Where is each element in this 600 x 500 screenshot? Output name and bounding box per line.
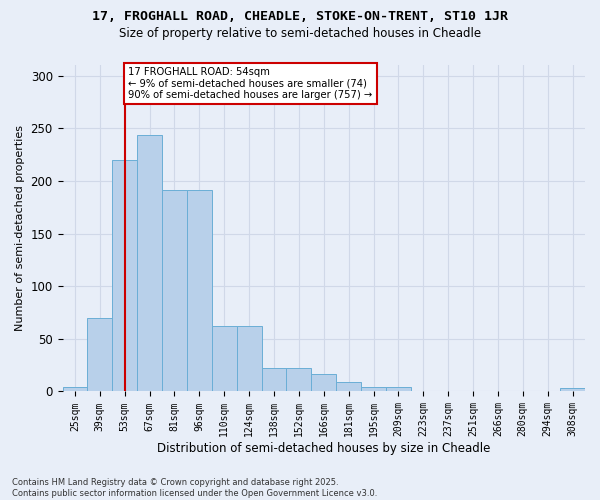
Bar — [187, 190, 212, 392]
Bar — [88, 318, 112, 392]
Bar — [162, 190, 187, 392]
Bar — [560, 388, 585, 392]
Bar — [336, 382, 361, 392]
Bar — [262, 368, 286, 392]
Text: Contains HM Land Registry data © Crown copyright and database right 2025.
Contai: Contains HM Land Registry data © Crown c… — [12, 478, 377, 498]
Y-axis label: Number of semi-detached properties: Number of semi-detached properties — [15, 125, 25, 331]
Text: 17, FROGHALL ROAD, CHEADLE, STOKE-ON-TRENT, ST10 1JR: 17, FROGHALL ROAD, CHEADLE, STOKE-ON-TRE… — [92, 10, 508, 23]
Bar — [286, 368, 311, 392]
Bar — [112, 160, 137, 392]
Bar — [386, 388, 411, 392]
Text: Size of property relative to semi-detached houses in Cheadle: Size of property relative to semi-detach… — [119, 28, 481, 40]
X-axis label: Distribution of semi-detached houses by size in Cheadle: Distribution of semi-detached houses by … — [157, 442, 490, 455]
Bar — [236, 326, 262, 392]
Bar — [212, 326, 236, 392]
Bar — [311, 374, 336, 392]
Bar — [361, 388, 386, 392]
Bar — [62, 388, 88, 392]
Bar — [137, 134, 162, 392]
Text: 17 FROGHALL ROAD: 54sqm
← 9% of semi-detached houses are smaller (74)
90% of sem: 17 FROGHALL ROAD: 54sqm ← 9% of semi-det… — [128, 66, 373, 100]
